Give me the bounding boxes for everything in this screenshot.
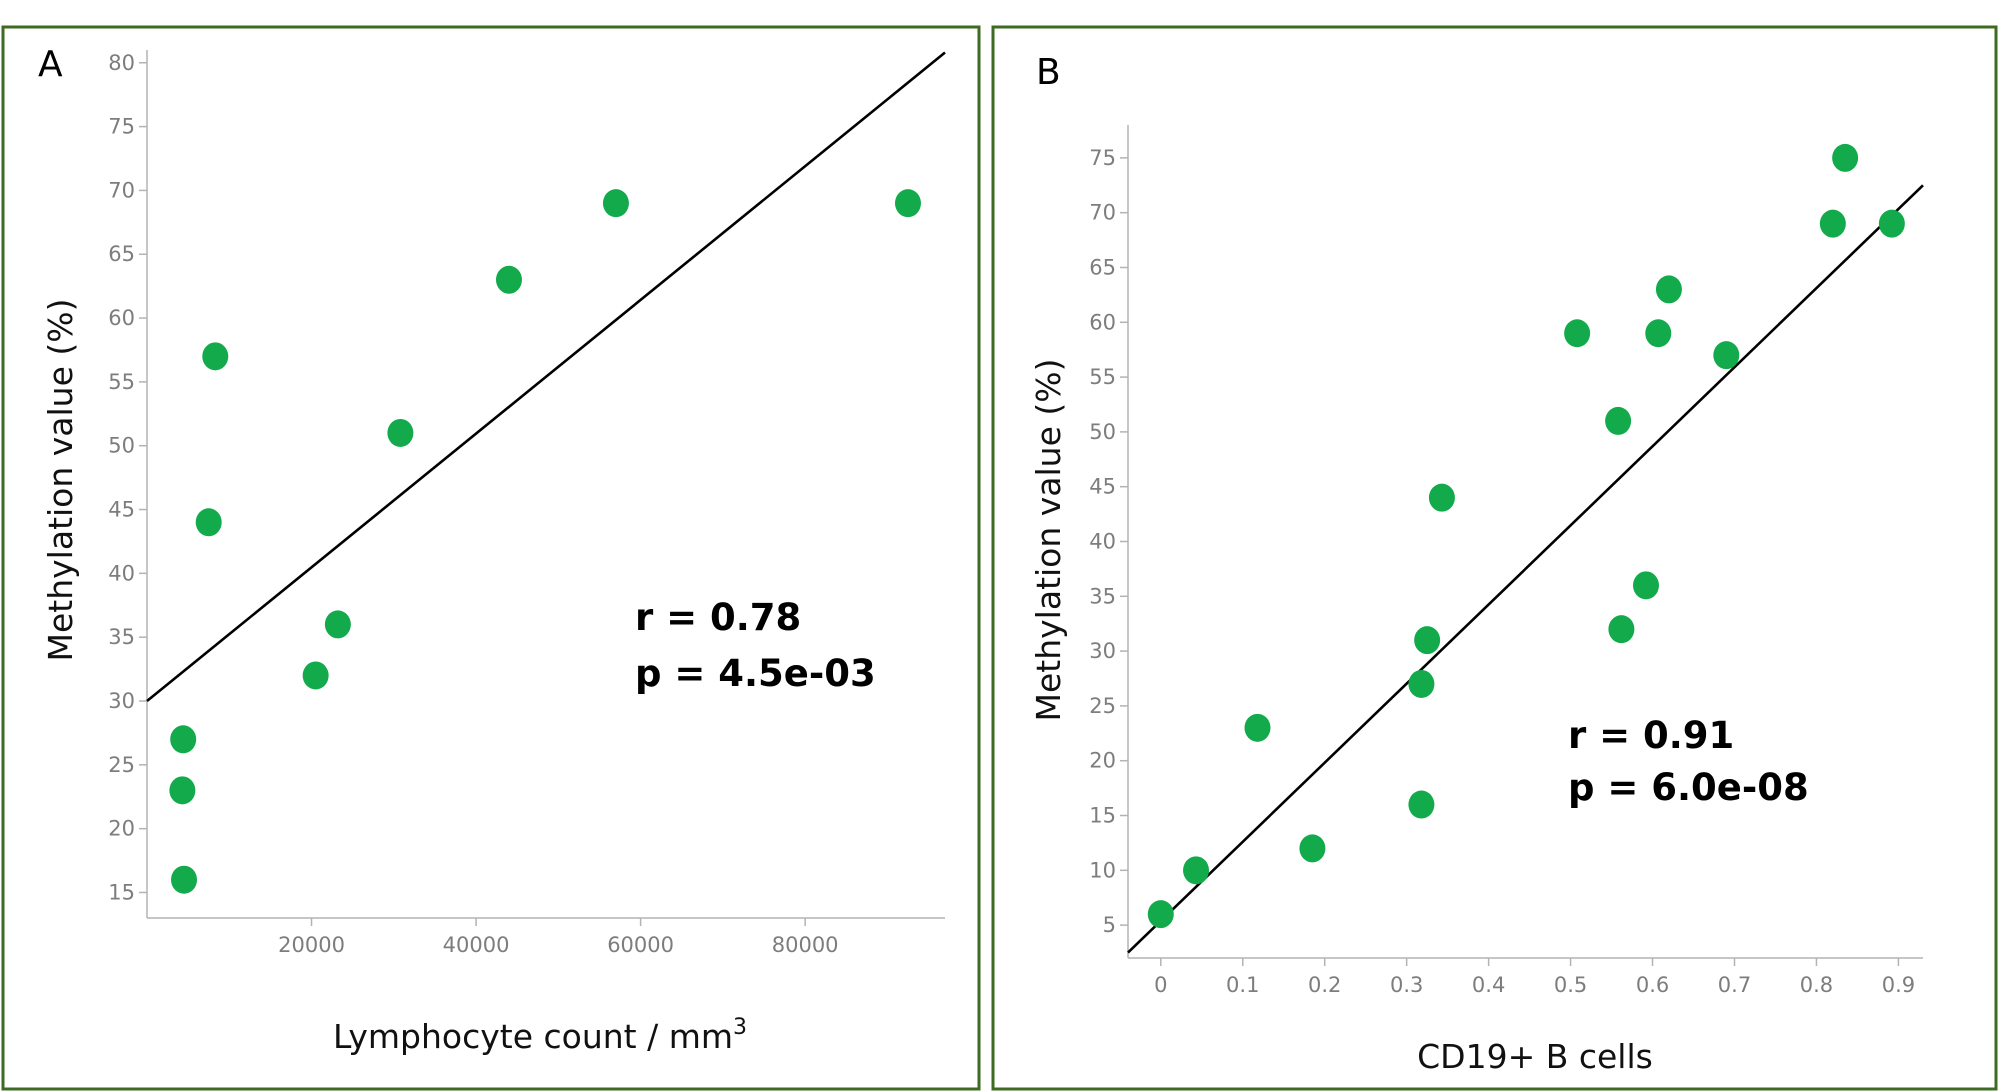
panel-a-r-value: r = 0.78 bbox=[635, 596, 801, 639]
panel-b-data-point bbox=[1147, 900, 1174, 929]
panel-a-y-tick-label: 55 bbox=[108, 370, 135, 394]
panel-b-data-point bbox=[1605, 406, 1632, 435]
panel-b-data-point bbox=[1244, 713, 1271, 742]
panel-b-data-point bbox=[1408, 669, 1435, 698]
panel-a-frame bbox=[1, 25, 981, 1091]
panel-a-xlabel-main: Lymphocyte count / mm bbox=[333, 1017, 733, 1056]
panel-a-x-tick-label: 20000 bbox=[278, 933, 345, 957]
panel-b-xlabel: CD19+ B cells bbox=[1417, 1037, 1653, 1076]
panel-b-data-point bbox=[1832, 143, 1859, 172]
panel-a-data-point bbox=[170, 725, 197, 754]
panel-a-y-tick-label: 30 bbox=[108, 689, 135, 713]
panel-b-x-tick-label: 0.8 bbox=[1800, 973, 1833, 997]
panel-b-r-value: r = 0.91 bbox=[1568, 714, 1734, 757]
panel-b-x-tick-label: 0 bbox=[1154, 973, 1167, 997]
panel-b-y-tick-label: 55 bbox=[1089, 365, 1116, 389]
panel-a-data-point bbox=[894, 189, 921, 218]
panel-b-x-tick-label: 0.5 bbox=[1554, 973, 1587, 997]
panel-b-data-point bbox=[1878, 209, 1905, 238]
panel-a-data-point bbox=[387, 418, 414, 447]
panel-a-xlabel-superscript: 3 bbox=[733, 1015, 747, 1040]
panel-a-y-tick-label: 45 bbox=[108, 498, 135, 522]
panel-b-data-point bbox=[1713, 341, 1740, 370]
panel-a-data-point bbox=[169, 776, 196, 805]
panel-b-y-tick-label: 65 bbox=[1089, 255, 1116, 279]
panel-b-data-point bbox=[1299, 834, 1326, 863]
panel-a-xlabel: Lymphocyte count / mm3 bbox=[333, 1015, 747, 1056]
panel-b-data-point bbox=[1414, 626, 1441, 655]
panel-b-data-point bbox=[1655, 275, 1682, 304]
panel-a-p-value: p = 4.5e-03 bbox=[635, 652, 876, 695]
panel-b-y-tick-label: 20 bbox=[1089, 749, 1116, 773]
panel-a-y-tick-label: 20 bbox=[108, 817, 135, 841]
panel-a-label: A bbox=[38, 44, 63, 85]
panel-b-y-tick-label: 10 bbox=[1089, 858, 1116, 882]
panel-b-x-tick-label: 0.9 bbox=[1882, 973, 1915, 997]
panel-b-x-tick-label: 0.6 bbox=[1636, 973, 1669, 997]
panel-a-data-point bbox=[171, 865, 198, 894]
panel-b-label: B bbox=[1036, 52, 1061, 93]
panel-b-data-point bbox=[1183, 856, 1210, 885]
panel-b-y-tick-label: 70 bbox=[1089, 201, 1116, 225]
panel-a-y-tick-label: 40 bbox=[108, 561, 135, 585]
panel-a-data-point bbox=[602, 189, 629, 218]
panel-b-data-point bbox=[1645, 319, 1672, 348]
panel-a-x-tick-label: 80000 bbox=[772, 933, 839, 957]
panel-b-x-tick-label: 0.1 bbox=[1226, 973, 1259, 997]
panel-b-x-tick-label: 0.2 bbox=[1308, 973, 1341, 997]
panel-b-y-tick-label: 50 bbox=[1089, 420, 1116, 444]
panel-a-data-point bbox=[195, 508, 222, 537]
panel-b-regression-line bbox=[1127, 184, 1924, 954]
panel-a-ylabel: Methylation value (%) bbox=[41, 299, 80, 662]
panel-b-y-tick-label: 25 bbox=[1089, 694, 1116, 718]
panel-a-y-tick-label: 75 bbox=[108, 115, 135, 139]
panel-a-plot: 15 20 25 30 35 40 45 50 55 60 65 70 75 80 20000 40000 60… bbox=[108, 50, 946, 957]
panel-b-ylabel: Methylation value (%) bbox=[1029, 359, 1068, 722]
panel-b-p-value: p = 6.0e-08 bbox=[1568, 766, 1809, 809]
panel-a-y-tick-label: 70 bbox=[108, 178, 135, 202]
panel-b-y-tick-label: 45 bbox=[1089, 475, 1116, 499]
panel-a-data-point bbox=[495, 265, 522, 294]
panel-b-x-tick-label: 0.3 bbox=[1390, 973, 1423, 997]
panel-b-data-point bbox=[1428, 483, 1455, 512]
panel-a-y-tick-label: 25 bbox=[108, 753, 135, 777]
panel-b-y-tick-label: 60 bbox=[1089, 310, 1116, 334]
panel-a-y-tick-label: 65 bbox=[108, 242, 135, 266]
panel-a-y-tick-label: 50 bbox=[108, 434, 135, 458]
panel-a-data-point bbox=[302, 661, 329, 690]
panel-a-data-point bbox=[324, 610, 351, 639]
panel-b-y-tick-label: 5 bbox=[1103, 913, 1116, 937]
panel-a-y-tick-label: 15 bbox=[108, 880, 135, 904]
panel-a-y-tick-label: 35 bbox=[108, 625, 135, 649]
panel-b-x-tick-label: 0.7 bbox=[1718, 973, 1751, 997]
panel-b-data-point bbox=[1632, 571, 1659, 600]
panel-a-regression-line bbox=[146, 51, 946, 703]
panel-b-data-point bbox=[1564, 319, 1591, 348]
panel-a-x-tick-label: 60000 bbox=[607, 933, 674, 957]
panel-b-data-point bbox=[1408, 790, 1435, 819]
panel-b-x-tick-label: 0.4 bbox=[1472, 973, 1505, 997]
panel-b-y-tick-label: 40 bbox=[1089, 530, 1116, 554]
panel-b-data-point bbox=[1608, 615, 1635, 644]
panel-b-y-tick-label: 75 bbox=[1089, 146, 1116, 170]
panel-b-y-tick-label: 15 bbox=[1089, 804, 1116, 828]
panel-a-data-point bbox=[202, 342, 229, 371]
panel-b-frame bbox=[991, 25, 1998, 1091]
panel-a-x-tick-label: 40000 bbox=[443, 933, 510, 957]
panel-a-y-tick-label: 60 bbox=[108, 306, 135, 330]
panel-a-y-tick-label: 80 bbox=[108, 51, 135, 75]
panel-b-y-tick-label: 30 bbox=[1089, 639, 1116, 663]
panel-b-y-tick-label: 35 bbox=[1089, 584, 1116, 608]
panel-b-data-point bbox=[1819, 209, 1846, 238]
panel-b-plot: 5 10 15 20 25 30 35 40 45 50 55 60 65 70 75 0 0.1 0.2 0.3 0… bbox=[1089, 125, 1924, 997]
